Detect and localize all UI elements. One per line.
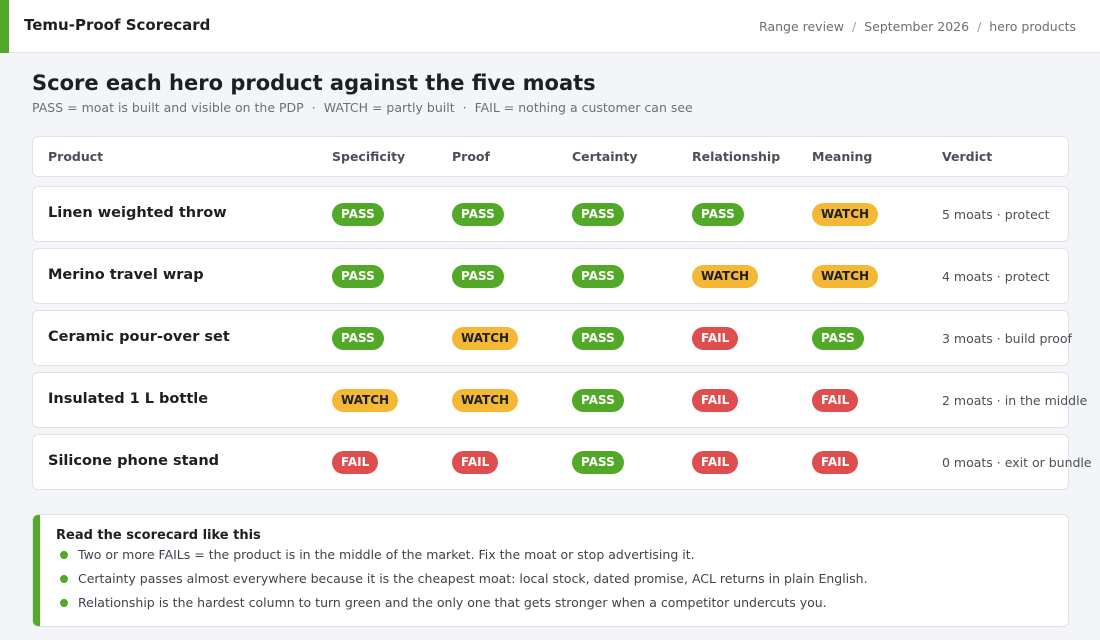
column-header-specificity[interactable]: Specificity <box>332 149 406 164</box>
notes-title: Read the scorecard like this <box>56 528 261 543</box>
breadcrumb: Range review / September 2026/hero product… <box>759 19 1076 34</box>
table-row[interactable]: Ceramic pour-over set PASS WATCH PASS FA… <box>32 310 1072 366</box>
note-text: Certainty passes almost everywhere becau… <box>78 571 868 586</box>
app-title: Temu-Proof Scorecard <box>24 16 211 34</box>
score-badge-meaning: FAIL <box>812 451 859 474</box>
column-header-verdict[interactable]: Verdict <box>942 149 993 164</box>
score-badge-relationship: FAIL <box>692 451 739 474</box>
score-badge-certainty: PASS <box>572 327 624 350</box>
verdict-text: 5 moats · protect <box>942 207 1050 222</box>
column-header-certainty[interactable]: Certainty <box>572 149 638 164</box>
score-badge-certainty: PASS <box>572 265 624 288</box>
score-legend: PASS = moat is built and visible on the … <box>32 100 693 115</box>
table-row[interactable]: Merino travel wrap PASS PASS PASS WATCH … <box>32 248 1069 304</box>
note-item: Relationship is the hardest column to tu… <box>60 595 827 610</box>
score-badge-certainty: PASS <box>572 389 624 412</box>
notes-accent-bar <box>33 515 40 626</box>
table-row[interactable]: Insulated 1 L bottle WATCH WATCH PASS FA… <box>32 372 1087 428</box>
legend-watch: WATCH = partly built <box>323 100 455 115</box>
score-badge-proof: FAIL <box>452 451 499 474</box>
column-header-product[interactable]: Product <box>48 149 104 164</box>
product-name: Silicone phone stand <box>48 453 220 469</box>
verdict-text: 2 moats · in the middle <box>942 393 1088 408</box>
bullet-dot-icon <box>60 574 68 583</box>
breadcrumb-item-range-review[interactable]: Range review <box>759 19 844 34</box>
bullet-dot-icon <box>60 550 68 559</box>
top-bar: Temu-Proof Scorecard Range review / Septem… <box>0 0 1100 53</box>
verdict-text: 3 moats · build proof <box>942 331 1072 346</box>
score-badge-proof: PASS <box>452 265 504 288</box>
table-row[interactable]: Linen weighted throw PASS PASS PASS PASS… <box>32 186 1069 242</box>
score-badge-relationship: FAIL <box>692 389 739 412</box>
score-badge-certainty: PASS <box>572 451 624 474</box>
score-badge-meaning: FAIL <box>812 389 859 412</box>
table-row[interactable]: Silicone phone stand FAIL FAIL PASS FAIL… <box>32 434 1092 490</box>
score-badge-meaning: WATCH <box>812 265 879 288</box>
verdict-text: 4 moats · protect <box>942 269 1050 284</box>
note-item: Certainty passes almost everywhere becau… <box>60 571 868 586</box>
column-header-proof[interactable]: Proof <box>452 149 490 164</box>
legend-fail: FAIL = nothing a customer can see <box>474 100 693 115</box>
bullet-dot-icon <box>60 598 68 607</box>
note-item: Two or more FAILs = the product is in th… <box>60 547 695 562</box>
score-badge-specificity: PASS <box>332 203 384 226</box>
breadcrumb-item-current: hero products <box>989 19 1076 34</box>
score-badge-relationship: WATCH <box>692 265 759 288</box>
breadcrumb-item-month[interactable]: September 2026 <box>864 19 970 34</box>
score-badge-specificity: FAIL <box>332 451 379 474</box>
product-name: Merino travel wrap <box>48 267 204 283</box>
score-badge-proof: WATCH <box>452 389 519 412</box>
note-text: Relationship is the hardest column to tu… <box>78 595 827 610</box>
column-header-relationship[interactable]: Relationship <box>692 149 781 164</box>
verdict-text: 0 moats · exit or bundle <box>942 455 1092 470</box>
score-badge-specificity: PASS <box>332 265 384 288</box>
product-name: Ceramic pour-over set <box>48 329 230 345</box>
score-badge-meaning: WATCH <box>812 203 879 226</box>
score-badge-proof: PASS <box>452 203 504 226</box>
score-badge-specificity: PASS <box>332 327 384 350</box>
page-title: Score each hero product against the five… <box>32 71 596 95</box>
column-header-meaning[interactable]: Meaning <box>812 149 873 164</box>
score-badge-certainty: PASS <box>572 203 624 226</box>
product-name: Insulated 1 L bottle <box>48 391 209 407</box>
legend-pass: PASS = moat is built and visible on the … <box>32 100 304 115</box>
score-badge-specificity: WATCH <box>332 389 399 412</box>
note-text: Two or more FAILs = the product is in th… <box>78 547 695 562</box>
table-header: Product Specificity Proof Certainty Rela… <box>32 136 1069 177</box>
score-badge-relationship: FAIL <box>692 327 739 350</box>
brand-accent-bar <box>0 0 9 53</box>
product-name: Linen weighted throw <box>48 205 227 221</box>
scorecard-notes: Read the scorecard like this Two or more… <box>32 514 1069 627</box>
score-badge-relationship: PASS <box>692 203 744 226</box>
score-badge-meaning: PASS <box>812 327 864 350</box>
score-badge-proof: WATCH <box>452 327 519 350</box>
